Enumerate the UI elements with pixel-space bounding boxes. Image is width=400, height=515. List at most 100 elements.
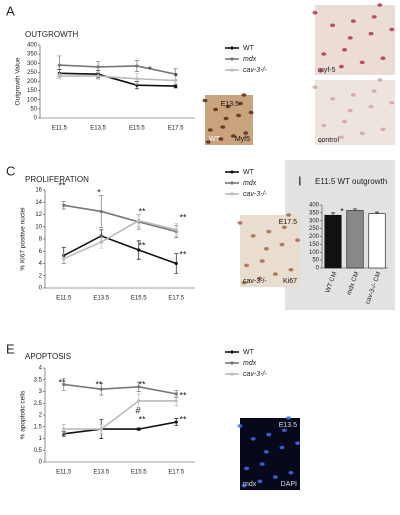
y-tick-label: 400 <box>27 43 38 49</box>
image-label: cav-3-/- <box>243 278 267 285</box>
y-tick-label: 14 <box>35 200 42 206</box>
data-point <box>174 228 178 232</box>
cell <box>286 213 292 217</box>
image-label: E17.5 <box>279 219 297 226</box>
y-tick-label: 150 <box>309 242 320 248</box>
y-tick-label: 4 <box>39 261 43 267</box>
cell <box>359 60 365 65</box>
legend-label: WT <box>243 349 255 356</box>
cell <box>266 229 272 234</box>
cell <box>359 131 365 136</box>
cell <box>250 234 256 238</box>
legend-label: WT <box>243 45 255 52</box>
image-label: DAPI <box>281 481 297 488</box>
annotation: ** <box>95 379 103 389</box>
cell <box>342 48 348 52</box>
y-tick-label: 350 <box>309 210 320 216</box>
y-tick-label: 10 <box>35 224 42 230</box>
x-tick-label: E15.5 <box>129 126 145 132</box>
panel-letter: C <box>6 163 15 178</box>
data-point <box>174 78 178 83</box>
cell <box>241 93 247 97</box>
y-tick-label: 1.5 <box>34 424 43 430</box>
annotation: ** <box>179 390 187 400</box>
cell <box>225 104 231 109</box>
legend-marker <box>230 68 234 72</box>
cell <box>318 69 324 73</box>
data-point <box>137 399 141 403</box>
y-tick-label: 250 <box>309 226 320 232</box>
series-line <box>63 383 177 395</box>
cell <box>230 134 236 138</box>
bar <box>346 210 364 269</box>
chart-title: E11.5 WT outgrowth <box>315 177 387 186</box>
image-label: control <box>318 137 339 144</box>
cell <box>281 428 287 433</box>
y-tick-label: 350 <box>27 52 38 58</box>
panel-letter: E <box>6 341 15 356</box>
series-line <box>63 204 177 233</box>
cell <box>279 242 285 247</box>
annotation: ** <box>179 212 187 222</box>
cell <box>368 104 374 109</box>
legend-marker <box>230 170 234 174</box>
data-point <box>99 387 103 391</box>
cell <box>236 113 242 118</box>
data-point <box>99 240 103 244</box>
y-tick-label: 250 <box>27 70 38 76</box>
cell <box>272 475 278 479</box>
data-point <box>99 209 103 214</box>
x-tick-label: E17.5 <box>168 470 184 476</box>
cell <box>380 127 386 132</box>
cell <box>347 36 353 40</box>
legend-label: cav-3-/- <box>243 371 267 378</box>
cell <box>295 238 301 242</box>
annotation: * <box>97 187 101 197</box>
panel-letter: I <box>298 173 302 188</box>
data-point <box>135 77 139 81</box>
panel-letter: A <box>6 3 15 18</box>
cell <box>244 263 250 268</box>
y-axis-label: Outgrowth Value <box>15 57 22 105</box>
cell <box>213 107 219 112</box>
legend-marker <box>230 350 234 354</box>
y-tick-label: 0 <box>316 266 320 272</box>
data-point <box>57 74 61 78</box>
cell <box>288 470 294 475</box>
annotation: ** <box>58 180 66 190</box>
bar <box>324 214 342 269</box>
y-tick-label: 0 <box>39 460 43 466</box>
x-tick-label: E17.5 <box>168 296 184 302</box>
cell <box>368 31 374 36</box>
x-tick-label: E11.5 <box>56 296 72 302</box>
micrograph <box>315 80 395 145</box>
cell <box>220 125 226 129</box>
y-tick-label: 200 <box>309 234 320 240</box>
y-tick-label: 2.5 <box>34 401 43 407</box>
chart-title: APOPTOSIS <box>25 352 71 361</box>
y-axis-label: % apoptotic cells <box>20 390 27 440</box>
data-point <box>137 385 141 389</box>
image-label: mdx <box>243 481 257 488</box>
x-tick-label: E13.5 <box>93 296 109 302</box>
cell <box>244 466 250 471</box>
annotation: ** <box>179 414 187 424</box>
annotation: * <box>174 71 178 81</box>
cell <box>350 19 356 23</box>
y-axis-label: % Ki67 positive nuclei <box>20 207 27 270</box>
data-point <box>99 427 103 431</box>
legend-marker <box>230 181 234 185</box>
image-label: E13.5 <box>221 101 239 108</box>
micrograph <box>205 95 253 145</box>
data-point <box>137 219 141 223</box>
cell <box>257 479 263 484</box>
bar <box>368 213 386 269</box>
series-line <box>63 400 177 430</box>
cell <box>371 89 377 93</box>
cell <box>318 139 324 143</box>
x-tick-label: E15.5 <box>131 296 147 302</box>
error-bar <box>353 208 357 211</box>
data-point <box>96 65 100 69</box>
cell <box>263 450 269 454</box>
y-tick-label: 300 <box>27 61 38 67</box>
